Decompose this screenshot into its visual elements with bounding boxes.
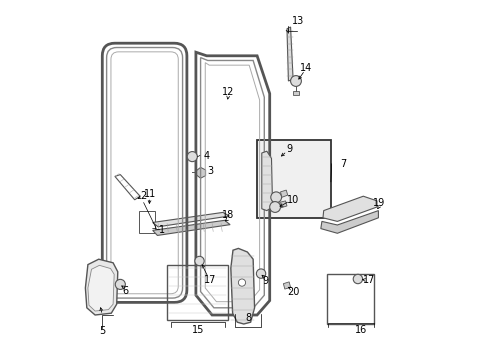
Circle shape [352,274,362,284]
Text: 9: 9 [262,276,268,286]
Polygon shape [279,201,286,208]
Text: 14: 14 [300,63,312,73]
Polygon shape [280,190,287,197]
Text: 20: 20 [286,287,299,297]
Text: 11: 11 [143,189,156,199]
Text: 1: 1 [158,225,164,235]
Polygon shape [85,259,118,315]
Text: 10: 10 [286,195,299,205]
Polygon shape [320,211,378,233]
Text: 4: 4 [203,150,209,161]
Text: 15: 15 [191,325,203,336]
Text: 6: 6 [122,286,128,296]
Text: 16: 16 [355,325,367,336]
Polygon shape [322,196,376,221]
Circle shape [290,76,301,86]
Circle shape [269,202,280,212]
Text: 3: 3 [207,166,213,176]
Text: 17: 17 [203,275,216,285]
Circle shape [187,152,197,162]
Text: 18: 18 [222,210,234,220]
Text: 7: 7 [340,159,346,169]
Polygon shape [230,248,254,324]
Circle shape [238,279,245,286]
Text: 13: 13 [291,16,303,26]
Text: 2: 2 [140,191,146,201]
Text: 19: 19 [373,198,385,208]
Text: 8: 8 [244,312,251,323]
Circle shape [194,256,204,266]
Text: 5: 5 [99,326,105,336]
Polygon shape [286,27,292,81]
Text: 12: 12 [222,87,234,97]
Text: 9: 9 [286,144,292,154]
Polygon shape [152,220,230,235]
Polygon shape [152,212,229,227]
Polygon shape [283,282,290,289]
Polygon shape [196,167,205,178]
Polygon shape [88,265,114,311]
Text: 17: 17 [362,275,374,285]
Circle shape [270,192,281,203]
FancyBboxPatch shape [257,140,330,218]
Circle shape [115,279,125,289]
Polygon shape [293,91,298,95]
Circle shape [256,269,265,278]
Polygon shape [261,151,272,211]
